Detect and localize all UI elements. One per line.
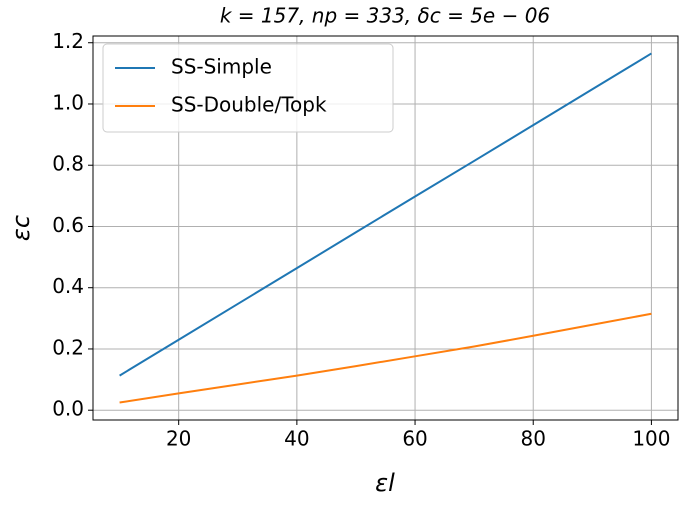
series-line (119, 52, 652, 377)
legend-label: SS-Simple (171, 55, 272, 79)
x-tick-label: 40 (284, 427, 309, 451)
legend-box (102, 43, 394, 133)
x-tick-label: 80 (521, 427, 546, 451)
y-tick-label: 1.2 (52, 29, 84, 53)
plot-frame (92, 35, 679, 421)
series-line (119, 312, 652, 404)
y-axis-label: εc (7, 215, 35, 241)
x-tick-label: 20 (166, 427, 191, 451)
x-tick-label: 100 (632, 427, 670, 451)
x-tick-label: 60 (402, 427, 427, 451)
y-tick-label: 0.0 (52, 397, 84, 421)
legend-label: SS-Double/Topk (171, 93, 327, 117)
y-tick-label: 0.8 (52, 152, 84, 176)
chart-title: k = 157, np = 333, δc = 5e − 06 (220, 4, 550, 28)
y-tick-label: 0.4 (52, 274, 84, 298)
y-tick-label: 0.2 (52, 335, 84, 359)
y-tick-label: 1.0 (52, 90, 84, 114)
x-axis-label: εl (375, 469, 395, 497)
y-tick-label: 0.6 (52, 213, 84, 237)
